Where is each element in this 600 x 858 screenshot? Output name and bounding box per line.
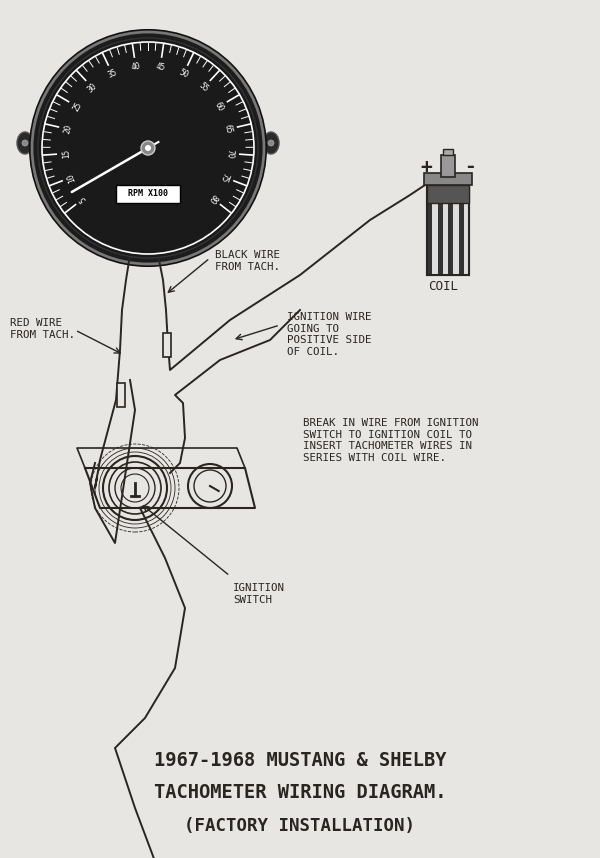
Circle shape	[30, 30, 266, 266]
Text: BLACK WIRE
FROM TACH.: BLACK WIRE FROM TACH.	[215, 250, 280, 272]
Text: 50: 50	[178, 68, 190, 80]
Text: 35: 35	[106, 68, 119, 80]
Bar	[441, 155, 455, 177]
Text: IGNITION WIRE
GOING TO
POSITIVE SIDE
OF COIL.: IGNITION WIRE GOING TO POSITIVE SIDE OF …	[287, 312, 371, 357]
Text: 45: 45	[155, 62, 166, 72]
Bar	[443, 185, 448, 275]
Bar	[443, 149, 453, 155]
Circle shape	[22, 140, 28, 146]
Text: 10: 10	[65, 172, 77, 184]
Text: RPM X100: RPM X100	[128, 190, 168, 198]
Circle shape	[38, 38, 258, 258]
Text: 55: 55	[197, 82, 210, 94]
Bar	[427, 185, 469, 203]
Text: 20: 20	[63, 124, 74, 135]
Text: 60: 60	[212, 100, 225, 113]
Bar	[163, 333, 171, 357]
Text: BREAK IN WIRE FROM IGNITION
SWITCH TO IGNITION COIL TO
INSERT TACHOMETER WIRES I: BREAK IN WIRE FROM IGNITION SWITCH TO IG…	[303, 418, 479, 462]
Bar	[427, 185, 432, 275]
Text: 70: 70	[225, 148, 235, 159]
Text: 80: 80	[206, 192, 219, 205]
Text: (FACTORY INSTALLATION): (FACTORY INSTALLATION)	[185, 817, 415, 835]
Text: +: +	[420, 158, 432, 177]
Circle shape	[145, 145, 151, 151]
Bar	[448, 185, 453, 275]
Text: TACHOMETER WIRING DIAGRAM.: TACHOMETER WIRING DIAGRAM.	[154, 783, 446, 802]
Ellipse shape	[263, 132, 279, 154]
Circle shape	[268, 140, 274, 146]
Bar	[453, 185, 458, 275]
Text: 65: 65	[223, 124, 233, 135]
Text: IGNITION
SWITCH: IGNITION SWITCH	[233, 583, 285, 605]
Bar	[117, 383, 125, 407]
Bar	[464, 185, 469, 275]
Text: RED WIRE
FROM TACH.: RED WIRE FROM TACH.	[10, 318, 75, 340]
Bar	[116, 185, 180, 203]
Bar	[432, 185, 437, 275]
Bar	[458, 185, 464, 275]
Text: 5: 5	[79, 194, 88, 203]
Bar	[116, 185, 180, 203]
Text: 15: 15	[61, 148, 71, 159]
Circle shape	[141, 141, 155, 155]
Text: -: -	[464, 158, 476, 177]
Text: 25: 25	[71, 100, 83, 113]
Text: 1967-1968 MUSTANG & SHELBY: 1967-1968 MUSTANG & SHELBY	[154, 751, 446, 770]
Text: 75: 75	[219, 172, 230, 184]
Circle shape	[36, 36, 260, 260]
Text: 40: 40	[131, 62, 141, 72]
Bar	[427, 185, 469, 275]
Bar	[427, 185, 469, 275]
Text: COIL: COIL	[428, 281, 458, 293]
Ellipse shape	[17, 132, 33, 154]
Bar	[437, 185, 443, 275]
Bar	[424, 173, 472, 185]
Text: 30: 30	[86, 82, 99, 94]
